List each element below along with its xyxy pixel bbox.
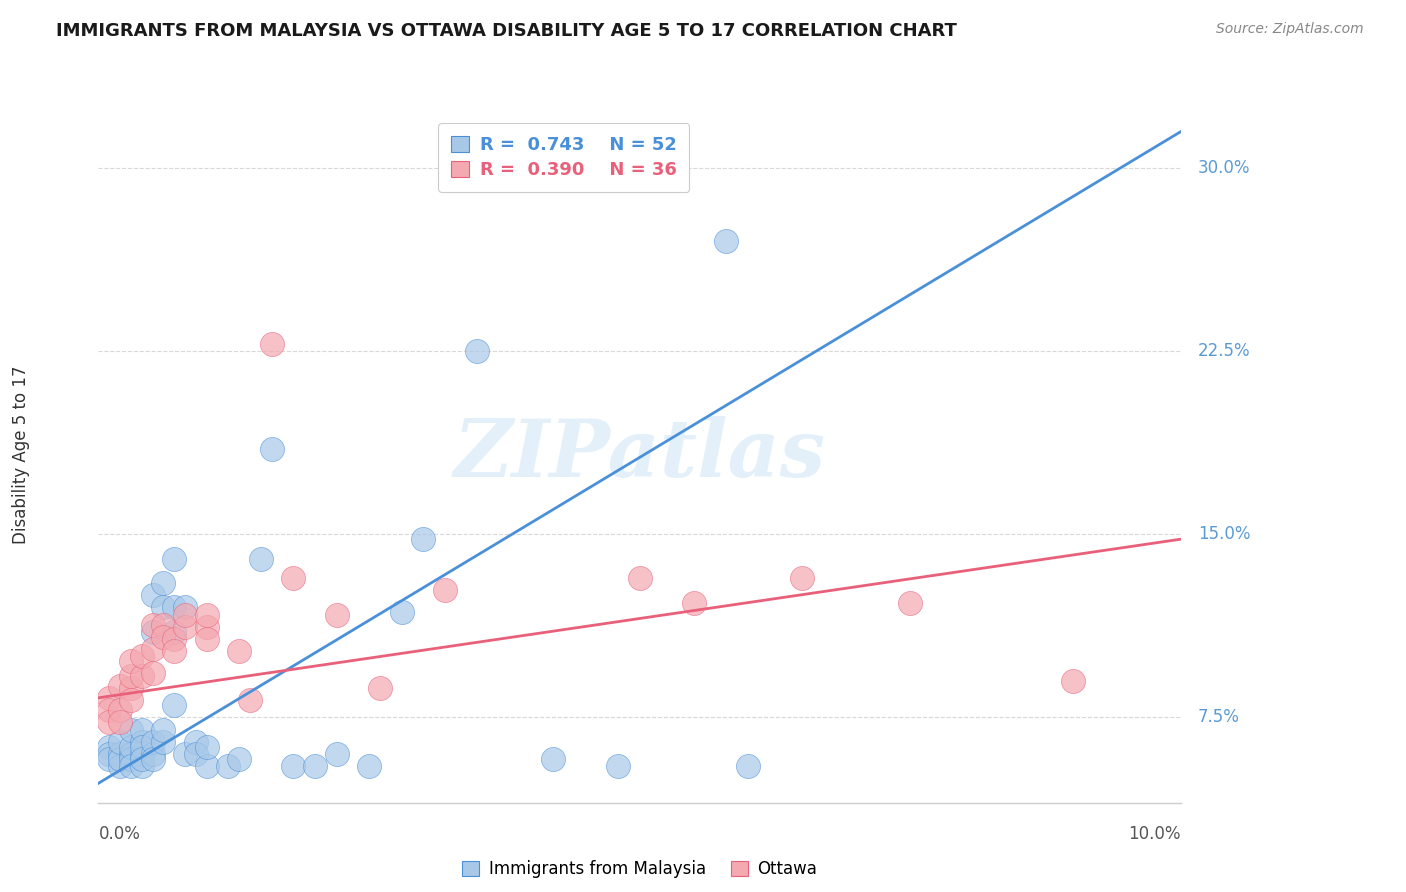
- Text: 10.0%: 10.0%: [1129, 825, 1181, 843]
- Point: [141, 735, 165, 749]
- Point: [152, 617, 174, 632]
- Point: [131, 649, 153, 664]
- Text: 30.0%: 30.0%: [1198, 159, 1250, 178]
- Point: [195, 759, 218, 773]
- Point: [607, 759, 630, 773]
- Point: [141, 747, 165, 761]
- Point: [790, 571, 813, 585]
- Point: [304, 759, 326, 773]
- Point: [239, 693, 262, 707]
- Text: Disability Age 5 to 17: Disability Age 5 to 17: [13, 366, 30, 544]
- Point: [141, 588, 165, 602]
- Point: [391, 606, 413, 620]
- Point: [184, 747, 207, 761]
- Point: [184, 735, 207, 749]
- Point: [359, 759, 381, 773]
- Point: [141, 752, 165, 766]
- Point: [325, 607, 347, 622]
- Point: [98, 739, 121, 754]
- Point: [131, 739, 153, 754]
- Point: [368, 681, 391, 695]
- Point: [737, 759, 759, 773]
- Point: [141, 617, 165, 632]
- Point: [163, 698, 186, 713]
- Point: [283, 571, 305, 585]
- Point: [108, 759, 131, 773]
- Point: [163, 600, 186, 615]
- Point: [628, 571, 651, 585]
- Point: [131, 752, 153, 766]
- Point: [131, 747, 153, 761]
- Point: [141, 666, 165, 681]
- Point: [152, 723, 174, 737]
- Point: [195, 739, 218, 754]
- Point: [120, 669, 142, 683]
- Point: [152, 630, 174, 644]
- Point: [120, 739, 142, 754]
- Point: [152, 735, 174, 749]
- Point: [131, 723, 153, 737]
- Point: [120, 681, 142, 695]
- Point: [131, 669, 153, 683]
- Point: [217, 759, 239, 773]
- Point: [228, 644, 250, 658]
- Point: [152, 576, 174, 591]
- Text: 15.0%: 15.0%: [1198, 525, 1250, 543]
- Point: [174, 607, 197, 622]
- Point: [163, 632, 186, 647]
- Point: [141, 624, 165, 639]
- Point: [433, 583, 456, 598]
- Point: [108, 703, 131, 717]
- Point: [163, 644, 186, 658]
- Point: [131, 759, 153, 773]
- Point: [120, 693, 142, 707]
- Point: [120, 752, 142, 766]
- Point: [683, 596, 706, 610]
- Point: [120, 723, 142, 737]
- Point: [163, 551, 186, 566]
- Point: [120, 654, 142, 668]
- Text: Source: ZipAtlas.com: Source: ZipAtlas.com: [1216, 22, 1364, 37]
- Point: [1062, 673, 1084, 688]
- Point: [141, 642, 165, 657]
- Text: ZIPatlas: ZIPatlas: [454, 417, 825, 493]
- Point: [174, 600, 197, 615]
- Point: [98, 690, 121, 705]
- Point: [228, 752, 250, 766]
- Point: [131, 735, 153, 749]
- Point: [98, 703, 121, 717]
- Point: [260, 336, 283, 351]
- Point: [716, 235, 738, 249]
- Point: [108, 747, 131, 761]
- Point: [250, 551, 273, 566]
- Point: [325, 747, 347, 761]
- Point: [900, 596, 922, 610]
- Point: [174, 747, 197, 761]
- Point: [195, 620, 218, 634]
- Point: [108, 679, 131, 693]
- Point: [98, 747, 121, 761]
- Point: [412, 532, 434, 546]
- Point: [283, 759, 305, 773]
- Point: [108, 752, 131, 766]
- Point: [195, 632, 218, 647]
- Text: 22.5%: 22.5%: [1198, 343, 1250, 360]
- Point: [120, 747, 142, 761]
- Point: [108, 715, 131, 730]
- Point: [260, 442, 283, 456]
- Point: [195, 607, 218, 622]
- Point: [98, 715, 121, 730]
- Point: [98, 752, 121, 766]
- Point: [541, 752, 564, 766]
- Point: [163, 624, 186, 639]
- Point: [120, 759, 142, 773]
- Legend: Immigrants from Malaysia, Ottawa: Immigrants from Malaysia, Ottawa: [456, 854, 824, 885]
- Point: [108, 735, 131, 749]
- Point: [467, 344, 489, 359]
- Point: [174, 620, 197, 634]
- Text: 0.0%: 0.0%: [98, 825, 141, 843]
- Text: 7.5%: 7.5%: [1198, 708, 1240, 726]
- Text: IMMIGRANTS FROM MALAYSIA VS OTTAWA DISABILITY AGE 5 TO 17 CORRELATION CHART: IMMIGRANTS FROM MALAYSIA VS OTTAWA DISAB…: [56, 22, 957, 40]
- Point: [152, 600, 174, 615]
